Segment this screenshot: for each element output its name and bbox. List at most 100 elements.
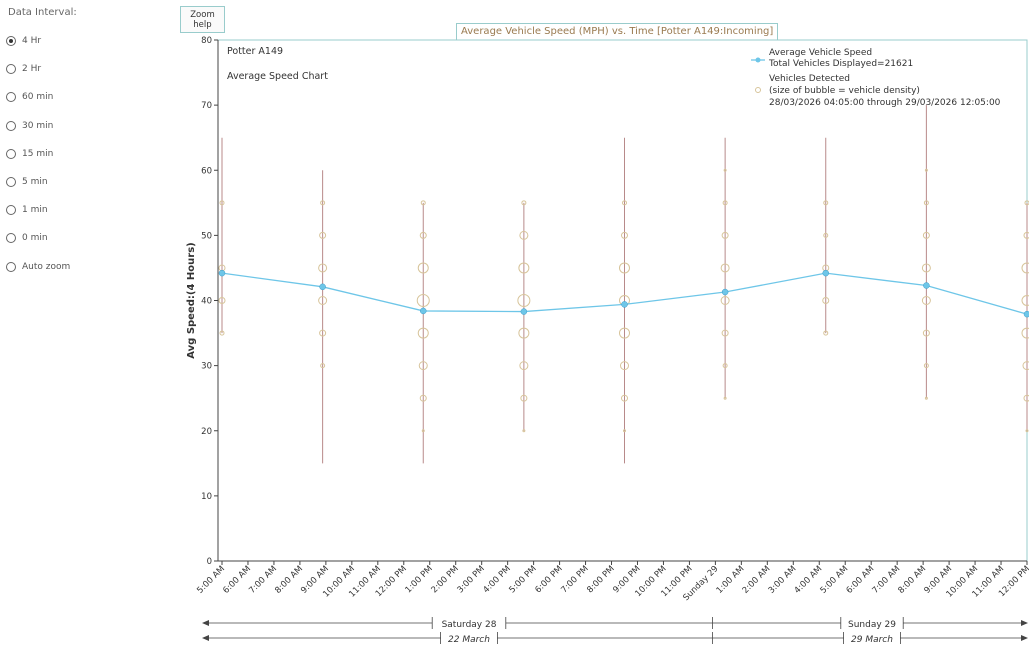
y-axis-label: Avg Speed:(4 Hours) <box>186 242 197 358</box>
interval-option[interactable]: 4 Hr <box>6 36 41 46</box>
density-bubble <box>1021 262 1029 274</box>
y-tick-label: 70 <box>201 101 212 111</box>
interval-option[interactable]: 60 min <box>6 92 54 103</box>
density-bubble <box>522 429 526 433</box>
density-bubble <box>320 363 326 369</box>
density-bubble <box>619 262 630 274</box>
density-bubble <box>622 200 627 206</box>
density-bubble <box>720 263 730 273</box>
density-bubble <box>721 329 729 337</box>
interval-option[interactable]: 1 min <box>6 205 48 216</box>
x-tick-label: 8:00 PM <box>585 564 616 595</box>
legend-range-text: 28/03/2026 04:05:00 through 29/03/2026 1… <box>769 98 1001 108</box>
y-tick-label: 0 <box>207 557 212 567</box>
density-bubble <box>521 200 527 206</box>
y-tick-label: 40 <box>201 297 212 307</box>
day-span-arrow-right <box>1021 620 1028 626</box>
average-speed-point <box>420 307 427 315</box>
legend-line-name: Average Vehicle Speed <box>769 48 872 58</box>
y-tick-label: 30 <box>201 362 212 372</box>
date-span-label: 29 March <box>851 635 893 645</box>
density-bubble <box>1023 231 1029 239</box>
density-bubble <box>823 200 829 206</box>
x-tick-label: 2:00 PM <box>430 564 461 595</box>
interval-option[interactable]: 5 min <box>6 177 48 187</box>
y-tick-label: 20 <box>201 427 212 437</box>
radio-button[interactable] <box>6 148 16 159</box>
density-bubble <box>921 263 931 273</box>
x-tick-label: 5:00 PM <box>507 564 538 595</box>
density-bubble <box>823 330 829 336</box>
radio-button[interactable] <box>6 120 16 131</box>
radio-button[interactable] <box>6 177 16 187</box>
density-bubble <box>621 394 628 402</box>
density-bubble <box>923 363 929 369</box>
interval-option[interactable]: 15 min <box>6 148 54 159</box>
density-bubble <box>218 297 226 304</box>
day-span-label: Saturday 28 <box>442 620 497 630</box>
density-bubble <box>822 297 830 304</box>
density-bubble <box>416 294 430 307</box>
density-bubble <box>720 296 730 305</box>
density-bubble <box>1025 429 1029 433</box>
zoom-help-button[interactable]: Zoom help <box>180 6 225 33</box>
density-bubble <box>721 231 729 239</box>
date-span-label: 22 March <box>448 635 490 645</box>
density-bubble <box>417 262 429 274</box>
density-bubble <box>922 231 930 239</box>
interval-option[interactable]: Auto zoom <box>6 261 71 272</box>
radio-button[interactable] <box>6 92 16 103</box>
radio-button[interactable] <box>6 205 16 216</box>
interval-option[interactable]: 2 Hr <box>6 64 42 75</box>
density-bubble <box>320 200 326 206</box>
day-span-arrow-left <box>202 620 209 626</box>
radio-button[interactable] <box>6 64 16 75</box>
data-interval-panel: Data Interval: 4 Hr 2 Hr 60 min 30 min 15 mi… <box>0 0 175 647</box>
legend-bubble-swatch <box>755 87 761 93</box>
interval-option-label: 15 min <box>22 148 54 159</box>
average-speed-point <box>621 301 628 308</box>
day-span-label-bg <box>432 616 506 629</box>
density-bubble <box>823 232 829 238</box>
chart-annotation: Average Speed Chart <box>227 71 328 82</box>
density-bubble <box>723 168 727 172</box>
interval-option-label: 0 min <box>22 233 48 244</box>
density-bubble <box>219 200 225 206</box>
density-bubble <box>318 263 328 273</box>
density-bubble <box>319 329 327 337</box>
density-bubble <box>1021 295 1029 306</box>
x-tick-label: 1:00 PM <box>404 564 435 595</box>
density-bubble <box>419 394 427 402</box>
x-tick-label: 6:00 PM <box>533 564 564 595</box>
interval-option-label: 1 min <box>22 205 48 216</box>
radio-button[interactable] <box>6 36 16 46</box>
average-speed-point <box>218 269 226 277</box>
chart-annotation: Potter A149 <box>227 46 283 57</box>
x-tick-label: 7:00 PM <box>559 564 590 595</box>
y-tick-label: 60 <box>201 166 212 176</box>
density-bubble <box>921 296 931 305</box>
interval-option-label: Auto zoom <box>22 261 71 272</box>
interval-option[interactable]: 0 min <box>6 233 48 244</box>
radio-button[interactable] <box>6 233 16 244</box>
density-bubble <box>722 363 728 369</box>
interval-option-label: 30 min <box>22 120 54 131</box>
density-bubble <box>418 361 428 371</box>
density-bubble <box>517 294 531 307</box>
density-bubble <box>417 327 429 339</box>
density-bubble <box>319 231 327 239</box>
density-bubble <box>922 329 930 337</box>
interval-option-label: 60 min <box>22 92 54 103</box>
average-speed-point <box>319 283 326 291</box>
legend-line-marker <box>755 57 761 63</box>
density-bubble <box>518 327 530 339</box>
interval-option[interactable]: 30 min <box>6 120 54 131</box>
density-bubble <box>1024 200 1029 206</box>
density-bubble <box>419 231 427 239</box>
interval-option-label: 2 Hr <box>22 64 42 75</box>
legend-bubble-detail: (size of bubble = vehicle density) <box>769 86 920 96</box>
average-speed-point <box>520 308 528 315</box>
radio-button[interactable] <box>6 261 16 272</box>
x-tick-label: 3:00 PM <box>456 564 487 595</box>
